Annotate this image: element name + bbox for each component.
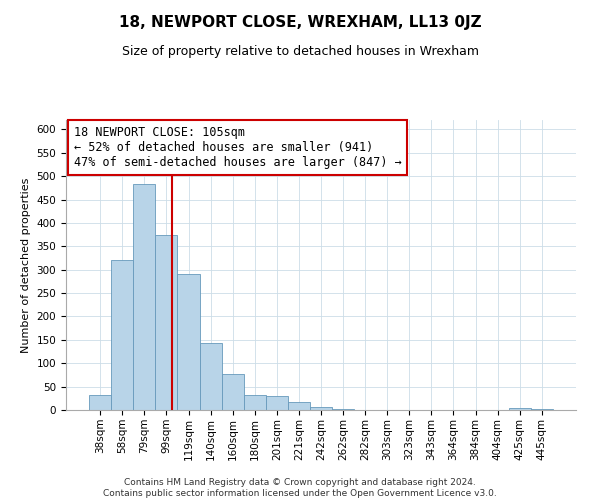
Bar [509, 408, 531, 410]
Bar [155, 234, 178, 410]
Text: 18 NEWPORT CLOSE: 105sqm
← 52% of detached houses are smaller (941)
47% of semi-: 18 NEWPORT CLOSE: 105sqm ← 52% of detach… [74, 126, 401, 169]
Bar [133, 184, 155, 410]
Text: 18, NEWPORT CLOSE, WREXHAM, LL13 0JZ: 18, NEWPORT CLOSE, WREXHAM, LL13 0JZ [119, 15, 481, 30]
Y-axis label: Number of detached properties: Number of detached properties [21, 178, 31, 352]
Bar [310, 406, 332, 410]
Bar [200, 342, 221, 410]
Bar [288, 402, 310, 410]
Text: Contains HM Land Registry data © Crown copyright and database right 2024.
Contai: Contains HM Land Registry data © Crown c… [103, 478, 497, 498]
Bar [89, 395, 111, 410]
Bar [266, 396, 288, 410]
Text: Size of property relative to detached houses in Wrexham: Size of property relative to detached ho… [121, 45, 479, 58]
Bar [531, 409, 553, 410]
Bar [111, 260, 133, 410]
Bar [332, 409, 354, 410]
Bar [221, 374, 244, 410]
Bar [178, 274, 200, 410]
Bar [244, 394, 266, 410]
